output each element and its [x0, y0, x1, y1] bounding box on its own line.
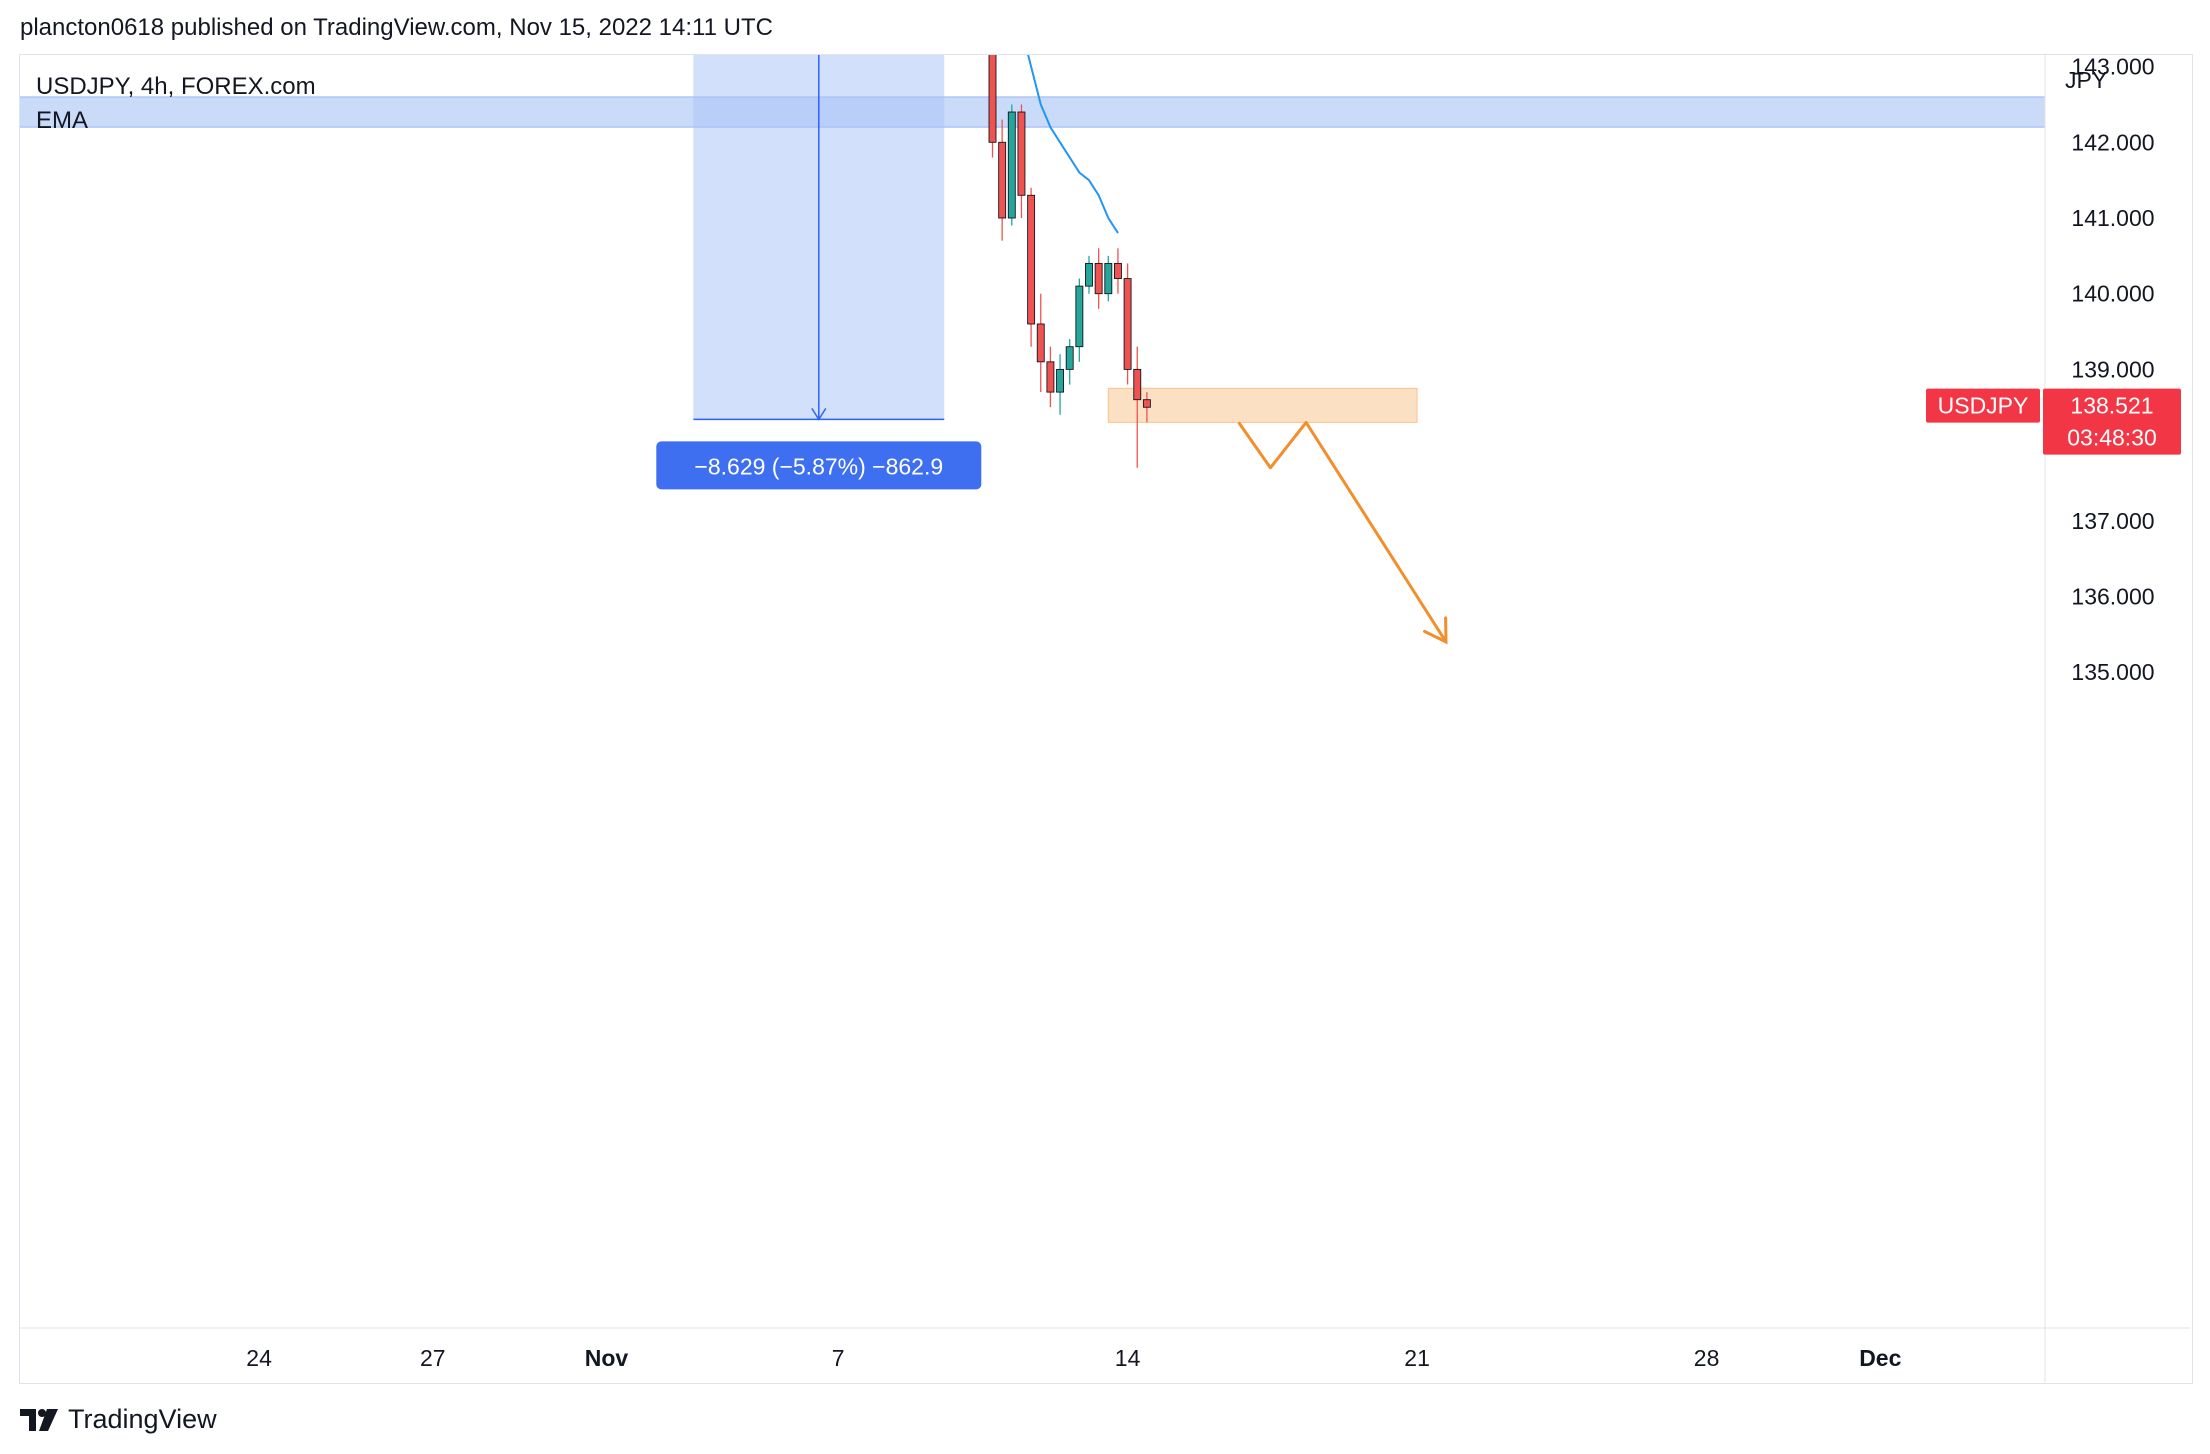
candle-body [1007, 111, 1016, 219]
candle-body [1094, 262, 1103, 295]
candle-body [1133, 368, 1142, 401]
candle [1075, 278, 1084, 362]
last-price-tag [2043, 388, 2181, 455]
candle-body [1104, 262, 1113, 295]
candle [1104, 255, 1113, 302]
symbol-price-tag [1926, 388, 2040, 423]
plot-area [20, 0, 2045, 645]
candle-body [1085, 262, 1093, 287]
candle-body [1075, 285, 1084, 348]
candle [1113, 248, 1122, 294]
legend-indicator-ema[interactable]: EMA [36, 107, 89, 134]
candle-body [1056, 368, 1065, 393]
price-tick-label: 142.000 [2071, 129, 2154, 155]
candle [1056, 354, 1065, 415]
time-tick-label: 14 [1115, 1345, 1141, 1371]
legend-symbol[interactable]: USDJPY, 4h, FOREX.com [36, 73, 316, 100]
candle [1027, 187, 1036, 347]
candle-body [1046, 361, 1055, 393]
zone-orange-4 [1107, 387, 1418, 423]
price-tick-label: 139.000 [2071, 356, 2154, 382]
candle [1007, 104, 1016, 226]
time-tick-label: 21 [1404, 1345, 1430, 1371]
candle-body [1142, 399, 1151, 408]
projection-arrowhead-1 [1374, 0, 1398, 21]
candle [1065, 339, 1074, 385]
candle [1017, 104, 1026, 218]
measure-label: −8.629 (−5.87%) −862.9 [694, 453, 943, 479]
price-tick-label: 143.000 [2071, 54, 2154, 80]
candle-body [979, 0, 986, 36]
candle [1142, 392, 1151, 423]
time-tick-label: 27 [420, 1345, 446, 1371]
time-tick-label: 7 [832, 1345, 845, 1371]
candle-body [998, 141, 1007, 219]
bar-countdown: 03:48:30 [2067, 425, 2157, 451]
candle-body [1065, 346, 1074, 370]
measure-arrowhead [811, 407, 827, 421]
measure-label-box [656, 441, 982, 490]
footer-brand[interactable]: TradingView [20, 1404, 217, 1435]
last-price-value: 138.521 [2070, 393, 2153, 419]
price-tick-label: 140.000 [2071, 281, 2154, 307]
candle [998, 119, 1007, 241]
chart-frame [19, 54, 2193, 1384]
symbol-price-tag-label: USDJPY [1938, 393, 2029, 419]
candle [1046, 346, 1055, 408]
zone-blue-3 [20, 96, 2045, 128]
candle-body [1027, 194, 1036, 325]
candle [988, 55, 997, 158]
candle-body [1123, 278, 1132, 370]
price-tick-label: 144.000 [2071, 0, 2154, 4]
candle-body [1017, 111, 1026, 196]
projection-path-1 [1012, 0, 1398, 21]
projection-path-2 [1237, 420, 1448, 643]
price-tick-label: 136.000 [2071, 584, 2154, 610]
candle-body [988, 55, 997, 143]
time-tick-label: 24 [246, 1345, 272, 1371]
tradingview-logo-icon [20, 1408, 58, 1431]
candle [1133, 346, 1142, 468]
candle [1036, 293, 1045, 393]
candle-body [1113, 262, 1122, 280]
currency-label: JPY [2065, 67, 2107, 93]
price-tick-label: 135.000 [2071, 659, 2154, 685]
candle [1123, 263, 1132, 385]
candle-body [1036, 323, 1045, 363]
projection-arrowhead-2 [1423, 616, 1448, 645]
price-tick-label: 137.000 [2071, 508, 2154, 534]
time-tick-label: 28 [1694, 1345, 1720, 1371]
time-tick-label: Nov [585, 1345, 629, 1371]
price-tick-label: 141.000 [2071, 205, 2154, 231]
footer-brand-text: TradingView [68, 1404, 217, 1434]
candle [979, 0, 986, 51]
candle [1085, 255, 1093, 294]
time-tick-label: Dec [1859, 1345, 1901, 1371]
chart-legend: USDJPY, 4h, FOREX.com EMA [36, 70, 316, 138]
publisher-line: plancton0618 published on TradingView.co… [20, 14, 773, 41]
candle [1094, 248, 1103, 309]
